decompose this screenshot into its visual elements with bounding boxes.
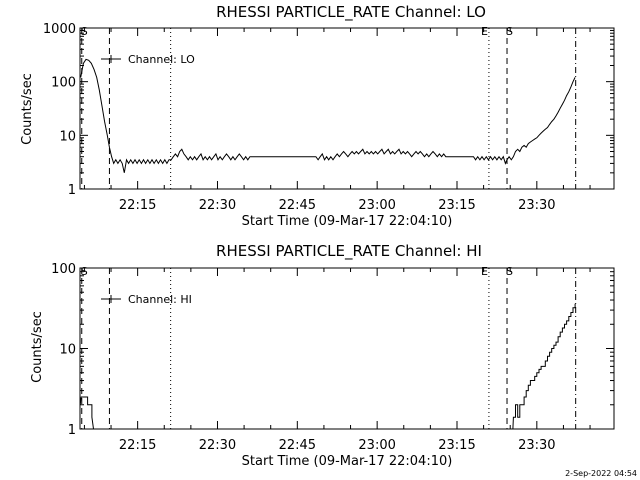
x-tick-label: 22:30 [199,438,236,453]
x-tick-label: 22:15 [119,198,156,213]
x-tick-label: 23:15 [438,438,475,453]
y-tick-label: 1000 [43,22,76,37]
x-tick-label: 23:30 [518,198,555,213]
event-marker-label: S [81,25,88,38]
y-tick-label: 1 [68,183,76,198]
y-tick-label: 1 [68,423,76,438]
y-axis-label: Counts/sec [20,73,35,145]
series-line [80,58,576,173]
series-line [79,303,576,430]
legend-label: Channel: LO [128,53,195,66]
event-marker-label: S [506,265,513,278]
x-tick-label: 22:15 [119,438,156,453]
footer-timestamp: 2-Sep-2022 04:54 [565,469,637,478]
x-tick-label: 22:30 [199,198,236,213]
event-marker-label: S [81,265,88,278]
event-marker-label: S [506,25,513,38]
x-tick-label: 22:45 [279,438,316,453]
event-marker-label: E [481,265,488,278]
y-tick-label: 10 [59,343,76,358]
x-axis-label: Start Time (09-Mar-17 22:04:10) [242,454,453,469]
x-tick-label: 22:45 [279,198,316,213]
plot-area: 1 10 100 1000 22:15 22:30 22:45 23:00 23:15 23:30… [43,22,615,213]
event-marker-label: E [481,25,488,38]
y-tick-label: 100 [51,262,76,277]
y-tick-label: 100 [51,76,76,91]
x-tick-label: 23:30 [518,438,555,453]
y-axis-label: Counts/sec [30,311,45,383]
x-axis-label: Start Time (09-Mar-17 22:04:10) [242,214,453,229]
panel-channel-hi: RHESSI PARTICLE_RATE Channel: HI Start T… [30,242,615,469]
plot-area: 1 10 100 22:15 22:30 22:45 23:00 23:15 23:30 S E S C… [51,262,615,453]
x-tick-label: 23:00 [358,198,395,213]
axes-frame [79,27,615,190]
chart-title: RHESSI PARTICLE_RATE Channel: HI [216,242,482,261]
x-tick-label: 23:15 [438,198,475,213]
panel-channel-lo: RHESSI PARTICLE_RATE Channel: LO Start T… [20,3,615,229]
y-tick-label: 10 [59,129,76,144]
legend-label: Channel: HI [128,293,192,306]
chart-title: RHESSI PARTICLE_RATE Channel: LO [216,3,486,22]
x-tick-label: 23:00 [358,438,395,453]
